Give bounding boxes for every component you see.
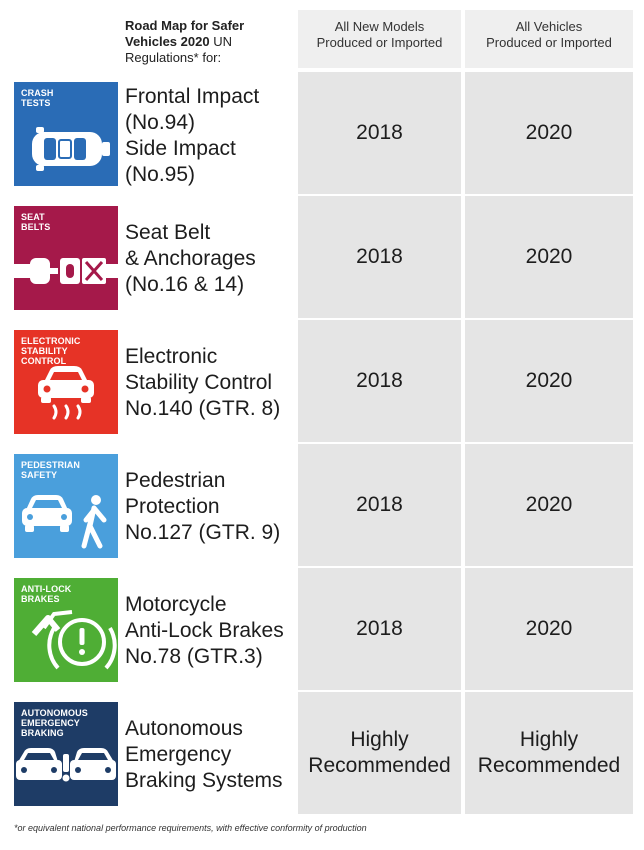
desc-line: Emergency xyxy=(125,743,232,766)
desc-line: Side Impact xyxy=(125,137,236,160)
badge-label: CRASH TESTS xyxy=(21,88,113,108)
desc-line: Seat Belt xyxy=(125,221,211,244)
regulation-description: Motorcycle Anti-Lock Brakes No.78 (GTR.3… xyxy=(125,592,297,670)
desc-line: Autonomous xyxy=(125,717,243,740)
badge-label-line1: ANTI-LOCK xyxy=(21,584,72,594)
desc-line: Electronic xyxy=(125,345,218,368)
badge-label-line1: SEAT xyxy=(21,212,45,222)
badge-label: SEAT BELTS xyxy=(21,212,113,232)
table-row: SEAT BELTS Seat Belt & Anchorages (No.16… xyxy=(0,196,644,318)
header-new-models-line1: All New Models xyxy=(334,19,425,34)
desc-line: Motorcycle xyxy=(125,593,227,616)
status-line2: Recommended xyxy=(308,754,451,777)
badge-label-line1: PEDESTRIAN xyxy=(21,460,81,470)
all-vehicles-year: 2020 xyxy=(465,196,633,318)
badge-label: PEDESTRIAN SAFETY xyxy=(21,460,113,480)
badge-label-line3: BRAKING xyxy=(21,728,64,738)
desc-line: Stability Control xyxy=(125,371,273,394)
all-vehicles-year: 2020 xyxy=(465,320,633,442)
badge-label-line2: BRAKES xyxy=(21,594,60,604)
new-models-status: Highly Recommended xyxy=(298,692,461,814)
desc-line: Protection xyxy=(125,495,220,518)
desc-line: No.140 (GTR. 8) xyxy=(125,397,281,420)
status-line1: Highly xyxy=(350,728,409,751)
table-row: AUTONOMOUS EMERGENCY BRAKING Autonomous xyxy=(0,692,644,814)
electronic-stability-control-badge: ELECTRONIC STABILITY CONTROL xyxy=(14,330,118,434)
badge-label-line2: BELTS xyxy=(21,222,51,232)
badge-label-line1: ELECTRONIC xyxy=(21,336,81,346)
new-models-year: 2018 xyxy=(298,568,461,690)
badge-label-line2: STABILITY xyxy=(21,346,68,356)
header-new-models-line2: Produced or Imported xyxy=(316,35,443,50)
header-all-vehicles: All Vehicles Produced or Imported xyxy=(465,10,633,68)
car-top-view-icon xyxy=(32,127,110,171)
new-models-year: 2018 xyxy=(298,72,461,194)
all-vehicles-year: 2020 xyxy=(465,72,633,194)
header-all-vehicles-line2: Produced or Imported xyxy=(486,35,612,50)
all-vehicles-status: Highly Recommended xyxy=(465,692,633,814)
table-row: ELECTRONIC STABILITY CONTROL Electronic … xyxy=(0,320,644,442)
badge-label-line2: TESTS xyxy=(21,98,51,108)
desc-line: (No.94) xyxy=(125,111,196,134)
title-line-2: Vehicles 2020 xyxy=(125,34,210,49)
badge-label-line1: AUTONOMOUS xyxy=(21,708,88,718)
badge-label-line3: CONTROL xyxy=(21,356,67,366)
header-all-vehicles-line1: All Vehicles xyxy=(515,19,583,34)
collision-warning-icon xyxy=(16,748,116,782)
footnote: *or equivalent national performance requ… xyxy=(14,823,367,833)
desc-line: No.127 (GTR. 9) xyxy=(125,521,281,544)
table-row: ANTI-LOCK BRAKES Motorcycle Anti-Lock Br… xyxy=(0,568,644,690)
table-row: CRASH TESTS Frontal Impact (No.94) Side … xyxy=(0,72,644,194)
abs-brake-warning-icon xyxy=(31,610,117,670)
seat-belt-buckle-icon xyxy=(14,258,118,284)
desc-line: & Anchorages xyxy=(125,247,256,270)
crash-tests-badge: CRASH TESTS xyxy=(14,82,118,186)
desc-line: (No.95) xyxy=(125,163,196,186)
all-vehicles-year: 2020 xyxy=(465,444,633,566)
badge-label-line1: CRASH xyxy=(21,88,54,98)
car-and-pedestrian-icon xyxy=(22,495,107,549)
regulation-description: Seat Belt & Anchorages (No.16 & 14) xyxy=(125,220,297,298)
desc-line: Pedestrian xyxy=(125,469,226,492)
desc-line: (No.16 & 14) xyxy=(125,273,245,296)
anti-lock-brakes-badge: ANTI-LOCK BRAKES xyxy=(14,578,118,682)
desc-line: No.78 (GTR.3) xyxy=(125,645,263,668)
header-new-models: All New Models Produced or Imported xyxy=(298,10,461,68)
new-models-year: 2018 xyxy=(298,196,461,318)
table-title: Road Map for Safer Vehicles 2020 UN Regu… xyxy=(125,18,295,66)
regulation-description: Pedestrian Protection No.127 (GTR. 9) xyxy=(125,468,297,546)
new-models-year: 2018 xyxy=(298,320,461,442)
desc-line: Anti-Lock Brakes xyxy=(125,619,284,642)
seat-belts-badge: SEAT BELTS xyxy=(14,206,118,310)
status-line2: Recommended xyxy=(477,754,621,777)
table-row: PEDESTRIAN SAFETY Pedestrian Protection … xyxy=(0,444,644,566)
regulation-description: Electronic Stability Control No.140 (GTR… xyxy=(125,344,297,422)
badge-label: ANTI-LOCK BRAKES xyxy=(21,584,113,604)
title-line-1: Road Map for Safer xyxy=(125,18,245,33)
badge-label: ELECTRONIC STABILITY CONTROL xyxy=(21,336,113,366)
badge-label: AUTONOMOUS EMERGENCY BRAKING xyxy=(21,708,113,738)
regulation-description: Frontal Impact (No.94) Side Impact (No.9… xyxy=(125,84,297,188)
autonomous-emergency-braking-badge: AUTONOMOUS EMERGENCY BRAKING xyxy=(14,702,118,806)
new-models-year: 2018 xyxy=(298,444,461,566)
desc-line: Braking Systems xyxy=(125,769,283,792)
skidding-car-icon xyxy=(38,366,94,420)
pedestrian-safety-badge: PEDESTRIAN SAFETY xyxy=(14,454,118,558)
desc-line: Frontal Impact xyxy=(125,85,260,108)
badge-label-line2: SAFETY xyxy=(21,470,58,480)
all-vehicles-year: 2020 xyxy=(465,568,633,690)
title-line-3: Regulations* for: xyxy=(125,50,222,65)
status-line1: Highly xyxy=(519,728,579,751)
badge-label-line2: EMERGENCY xyxy=(21,718,80,728)
regulation-description: Autonomous Emergency Braking Systems xyxy=(125,716,297,794)
title-line-2-tail: UN xyxy=(209,34,232,49)
